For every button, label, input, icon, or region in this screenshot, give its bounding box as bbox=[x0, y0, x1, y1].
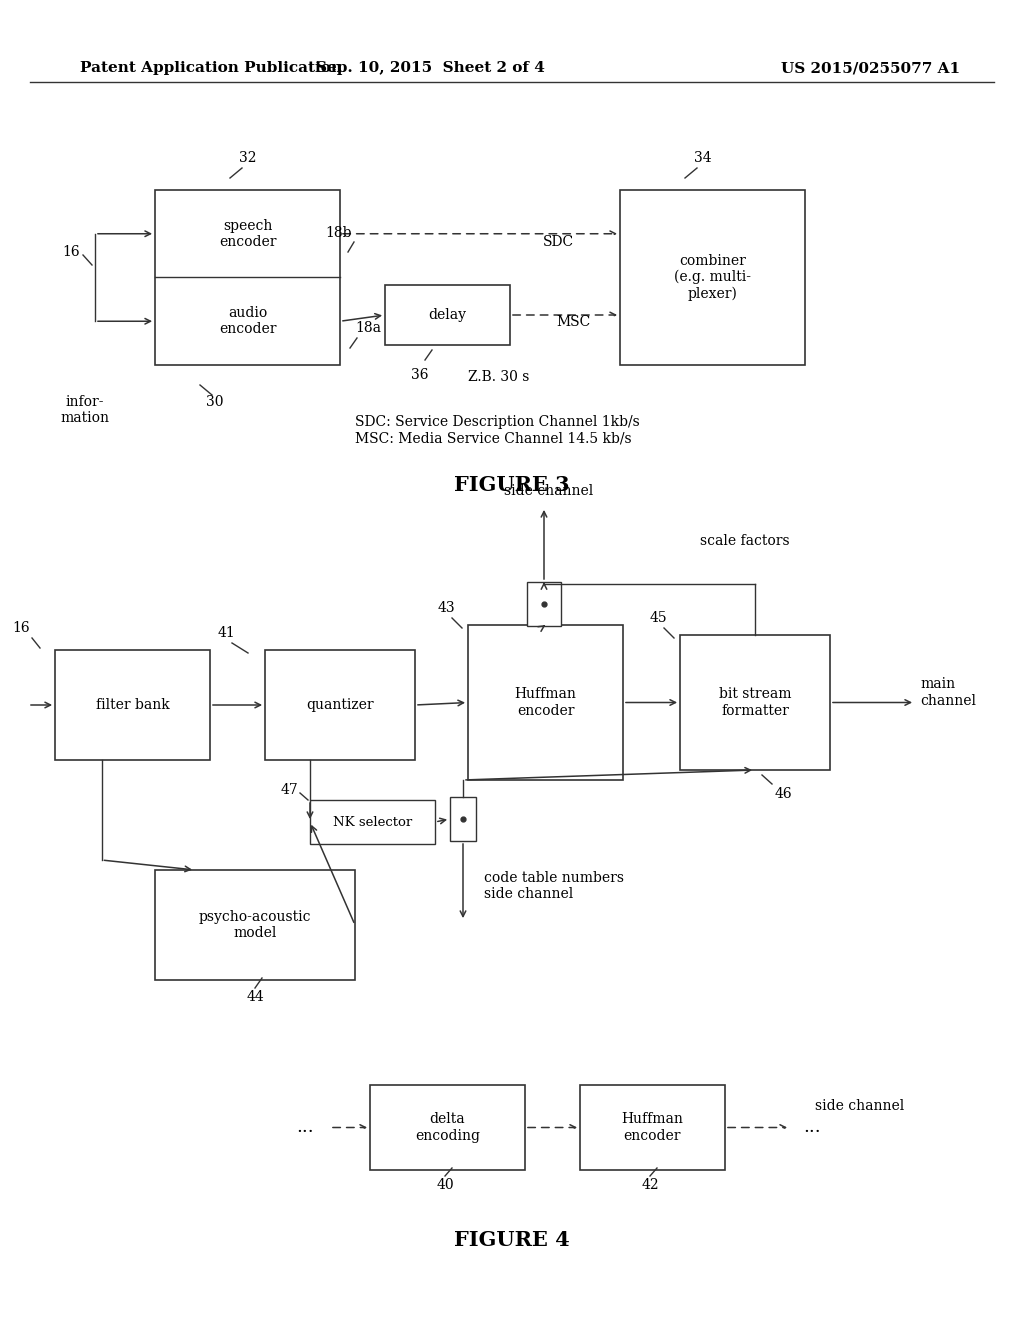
Bar bbox=[310, 800, 435, 843]
Text: US 2015/0255077 A1: US 2015/0255077 A1 bbox=[781, 61, 961, 75]
Text: FIGURE 4: FIGURE 4 bbox=[454, 1230, 570, 1250]
Bar bbox=[620, 190, 805, 366]
Text: filter bank: filter bank bbox=[95, 698, 169, 711]
Bar bbox=[370, 1085, 525, 1170]
Text: 47: 47 bbox=[281, 783, 298, 797]
Text: 34: 34 bbox=[694, 150, 712, 165]
Bar bbox=[385, 285, 510, 345]
Text: ...: ... bbox=[296, 1118, 313, 1137]
Bar bbox=[155, 870, 355, 979]
Text: 40: 40 bbox=[436, 1177, 454, 1192]
Text: Z.B. 30 s: Z.B. 30 s bbox=[468, 370, 529, 384]
Text: quantizer: quantizer bbox=[306, 698, 374, 711]
Text: 16: 16 bbox=[12, 620, 30, 635]
Text: SDC: SDC bbox=[543, 235, 574, 249]
Text: FIGURE 3: FIGURE 3 bbox=[455, 475, 569, 495]
Text: 30: 30 bbox=[206, 395, 224, 409]
Text: Huffman
encoder: Huffman encoder bbox=[622, 1113, 683, 1143]
Text: 41: 41 bbox=[217, 626, 234, 640]
Text: main
channel: main channel bbox=[920, 677, 976, 708]
Text: audio
encoder: audio encoder bbox=[219, 306, 276, 337]
Text: 46: 46 bbox=[775, 787, 793, 801]
Text: Huffman
encoder: Huffman encoder bbox=[515, 688, 577, 718]
Text: 36: 36 bbox=[411, 368, 428, 381]
Text: Sep. 10, 2015  Sheet 2 of 4: Sep. 10, 2015 Sheet 2 of 4 bbox=[315, 61, 545, 75]
Text: 16: 16 bbox=[62, 246, 80, 259]
Text: speech
encoder: speech encoder bbox=[219, 219, 276, 249]
Text: 18b: 18b bbox=[326, 226, 352, 240]
Text: 43: 43 bbox=[437, 601, 455, 615]
Text: bit stream
formatter: bit stream formatter bbox=[719, 688, 792, 718]
Text: delta
encoding: delta encoding bbox=[415, 1113, 480, 1143]
Text: ...: ... bbox=[803, 1118, 820, 1137]
Bar bbox=[680, 635, 830, 770]
Text: infor-
mation: infor- mation bbox=[60, 395, 110, 425]
Text: 32: 32 bbox=[240, 150, 257, 165]
Bar bbox=[155, 190, 340, 366]
Text: side channel: side channel bbox=[815, 1098, 904, 1113]
Text: combiner
(e.g. multi-
plexer): combiner (e.g. multi- plexer) bbox=[674, 253, 751, 301]
Text: 44: 44 bbox=[246, 990, 264, 1005]
Text: 42: 42 bbox=[641, 1177, 658, 1192]
Text: SDC: Service Description Channel 1kb/s
MSC: Media Service Channel 14.5 kb/s: SDC: Service Description Channel 1kb/s M… bbox=[355, 414, 640, 445]
Bar bbox=[527, 582, 561, 626]
Text: Patent Application Publication: Patent Application Publication bbox=[80, 61, 342, 75]
Bar bbox=[468, 624, 623, 780]
Bar bbox=[55, 649, 210, 760]
Text: MSC: MSC bbox=[556, 315, 590, 329]
Text: 18a: 18a bbox=[355, 321, 381, 335]
Text: 45: 45 bbox=[649, 611, 667, 624]
Text: scale factors: scale factors bbox=[700, 535, 790, 548]
Text: psycho-acoustic
model: psycho-acoustic model bbox=[199, 909, 311, 940]
Bar bbox=[450, 797, 476, 841]
Bar bbox=[580, 1085, 725, 1170]
Bar bbox=[265, 649, 415, 760]
Text: side channel: side channel bbox=[505, 484, 594, 498]
Text: delay: delay bbox=[428, 308, 467, 322]
Text: NK selector: NK selector bbox=[333, 816, 412, 829]
Text: code table numbers
side channel: code table numbers side channel bbox=[484, 871, 624, 902]
